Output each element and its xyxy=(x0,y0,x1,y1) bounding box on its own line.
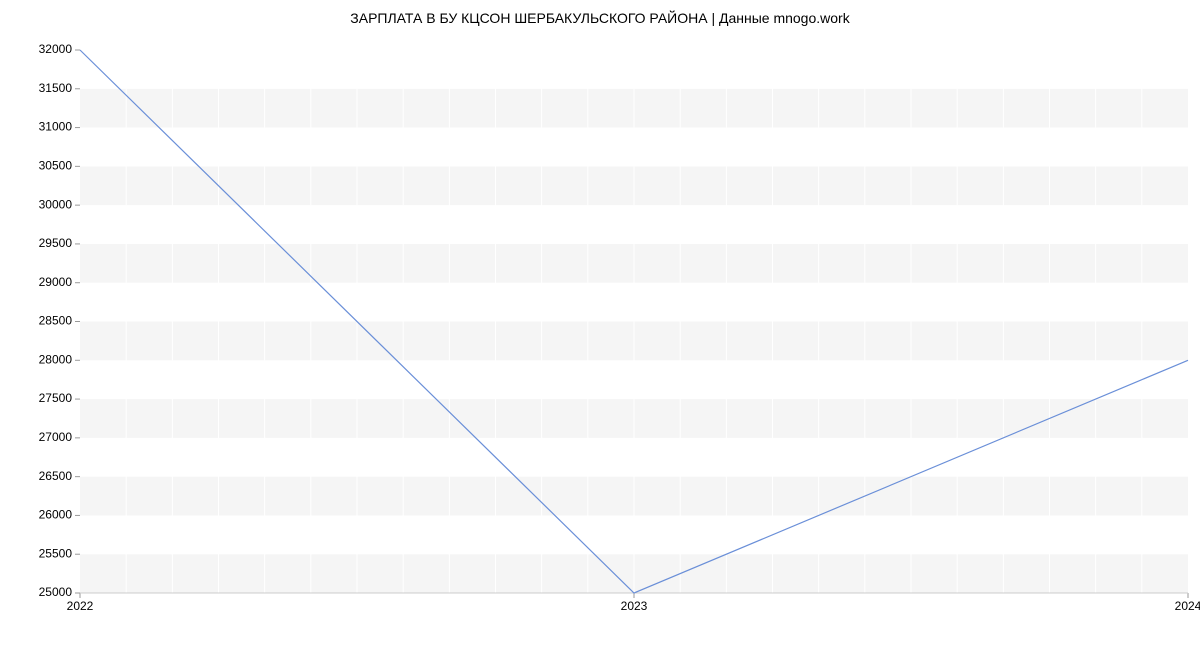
ytick-label: 27500 xyxy=(39,391,73,405)
salary-line-chart: ЗАРПЛАТА В БУ КЦСОН ШЕРБАКУЛЬСКОГО РАЙОН… xyxy=(0,0,1200,650)
ytick-label: 30000 xyxy=(39,197,73,211)
ytick-label: 32000 xyxy=(39,42,73,56)
ytick-label: 30500 xyxy=(39,159,73,173)
ytick-label: 28500 xyxy=(39,314,73,328)
ytick-label: 28000 xyxy=(39,352,73,366)
xtick-label: 2023 xyxy=(621,599,648,613)
ytick-label: 25000 xyxy=(39,585,73,599)
xtick-label: 2022 xyxy=(67,599,94,613)
chart-svg: 25000 25500 26000 26500 27000 27500 28000 28500… xyxy=(0,0,1200,650)
ytick-label: 27000 xyxy=(39,430,73,444)
ytick-label: 31500 xyxy=(39,81,73,95)
ytick-label: 26000 xyxy=(39,508,73,522)
ytick-label: 31000 xyxy=(39,120,73,134)
ytick-label: 26500 xyxy=(39,469,73,483)
xtick-label: 2024 xyxy=(1175,599,1200,613)
ytick-label: 29500 xyxy=(39,236,73,250)
ytick-label: 25500 xyxy=(39,546,73,560)
ytick-label: 29000 xyxy=(39,275,73,289)
